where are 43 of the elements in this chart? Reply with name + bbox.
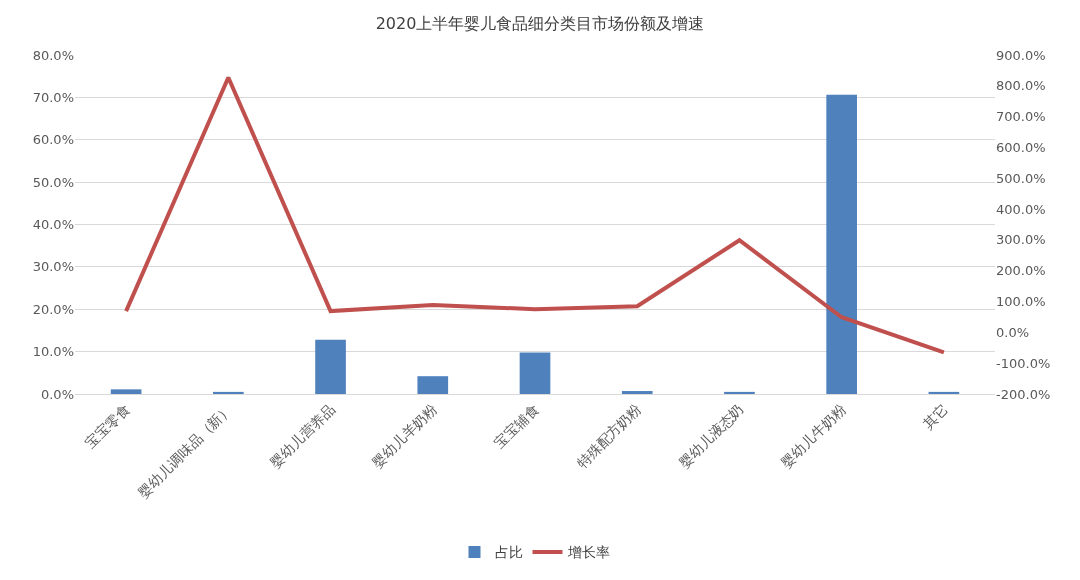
y-tick-label: 20.0% bbox=[32, 301, 74, 317]
y2-tick-label: 900.0% bbox=[996, 47, 1046, 63]
y2-tick-label: 800.0% bbox=[996, 78, 1046, 94]
chart-title: 2020上半年婴儿食品细分类目市场份额及增速 bbox=[375, 13, 705, 33]
x-tick-label: 宝宝零食 bbox=[82, 400, 134, 452]
y2-tick-label: 200.0% bbox=[996, 263, 1046, 279]
bar bbox=[417, 376, 449, 394]
y2-tick-label: 500.0% bbox=[996, 170, 1046, 186]
bar bbox=[724, 391, 755, 394]
y-tick-label: 80.0% bbox=[32, 47, 74, 63]
legend-label: 占比 bbox=[494, 544, 523, 561]
x-tick-label: 特殊配方奶粉 bbox=[573, 400, 645, 472]
y2-tick-label: 300.0% bbox=[996, 232, 1046, 248]
bar bbox=[213, 391, 244, 394]
y-tick-label: 50.0% bbox=[32, 174, 74, 190]
y2-tick-label: 600.0% bbox=[996, 140, 1046, 155]
y2-tick-label: 100.0% bbox=[996, 294, 1046, 310]
y2-tick-label: -200.0% bbox=[996, 386, 1051, 402]
x-tick-label: 其它 bbox=[919, 400, 951, 432]
y-tick-label: 30.0% bbox=[32, 259, 74, 275]
line-series bbox=[124, 75, 946, 355]
y-tick-label: 70.0% bbox=[32, 89, 74, 105]
y-tick-label: 0.0% bbox=[40, 386, 74, 402]
x-tick-label: 宝宝辅食 bbox=[491, 400, 543, 452]
y-tick-label: 40.0% bbox=[32, 217, 74, 233]
y2-tick-label: 400.0% bbox=[996, 201, 1046, 217]
bar bbox=[315, 339, 346, 394]
y2-tick-label: 0.0% bbox=[996, 324, 1030, 340]
x-tick-label: 婴幼儿调味品（新） bbox=[134, 400, 236, 501]
x-tick-label: 婴幼儿牛奶粉 bbox=[778, 400, 849, 472]
y2-tick-label: -100.0% bbox=[996, 355, 1051, 371]
x-tick-label: 婴幼儿液态奶 bbox=[675, 400, 747, 472]
bar bbox=[826, 94, 857, 394]
y-tick-label: 60.0% bbox=[32, 132, 74, 148]
bar bbox=[519, 352, 551, 394]
x-tick-label: 婴幼儿羊奶粉 bbox=[369, 400, 440, 472]
x-tick-label: 婴幼儿营养品 bbox=[266, 400, 338, 472]
y2-tick-label: 700.0% bbox=[996, 109, 1046, 125]
y-tick-label: 10.0% bbox=[32, 344, 74, 360]
bar bbox=[928, 391, 960, 394]
bar bbox=[110, 389, 142, 394]
bar bbox=[621, 391, 653, 394]
legend-label: 增长率 bbox=[566, 544, 610, 561]
